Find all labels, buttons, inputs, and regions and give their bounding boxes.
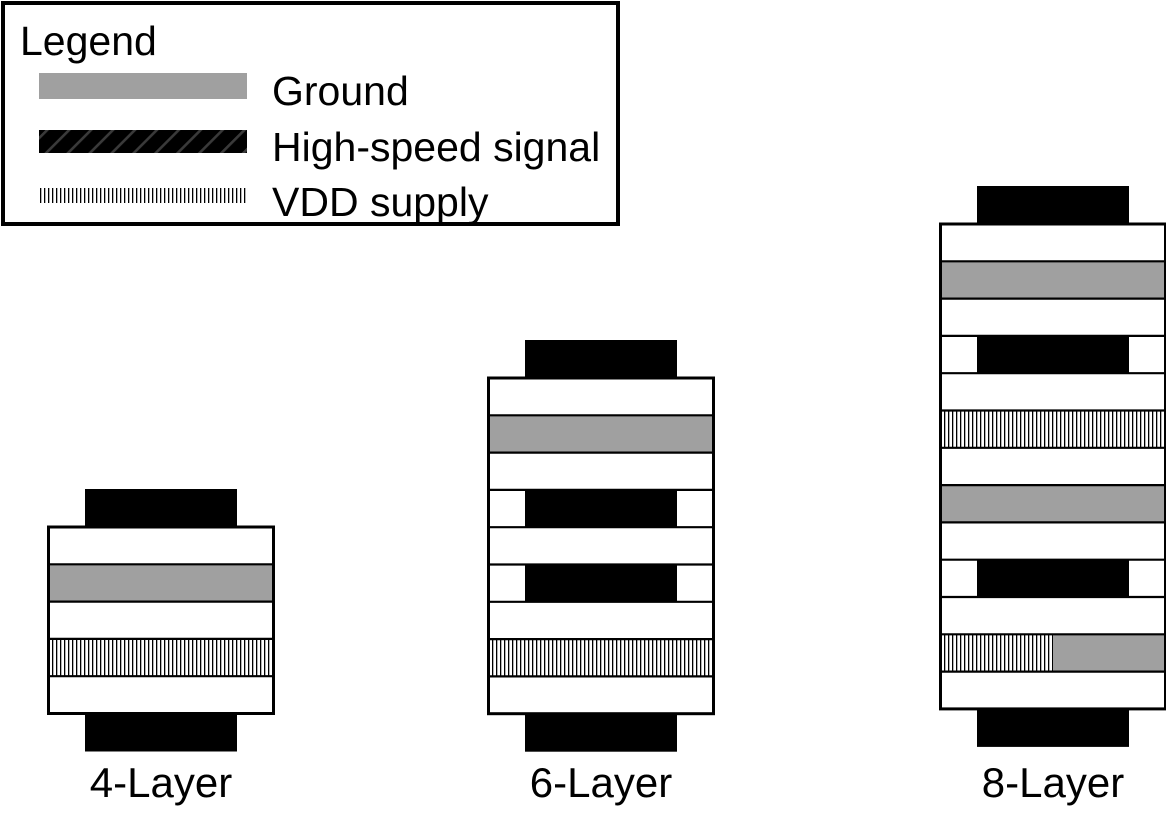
svg-text:8-Layer: 8-Layer [982,759,1124,806]
svg-text:High-speed signal: High-speed signal [272,124,600,170]
svg-text:4-Layer: 4-Layer [90,759,232,806]
svg-text:Legend: Legend [20,18,157,64]
svg-text:6-Layer: 6-Layer [530,759,672,806]
svg-text:VDD supply: VDD supply [272,179,489,225]
svg-text:Ground: Ground [272,68,409,114]
